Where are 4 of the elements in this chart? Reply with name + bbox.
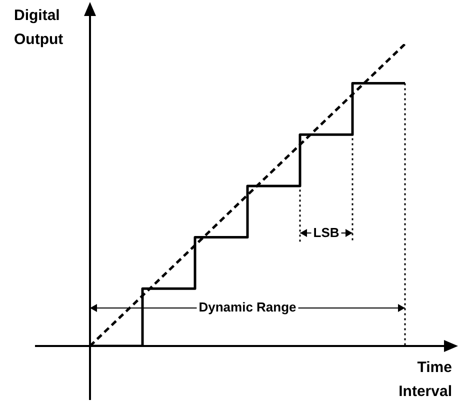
annotation: Dynamic Range	[198, 300, 296, 315]
y-axis-title: Digital Output	[14, 7, 64, 48]
annotation: LSB	[313, 224, 340, 240]
x-axis-title: Time Interval	[398, 359, 452, 400]
